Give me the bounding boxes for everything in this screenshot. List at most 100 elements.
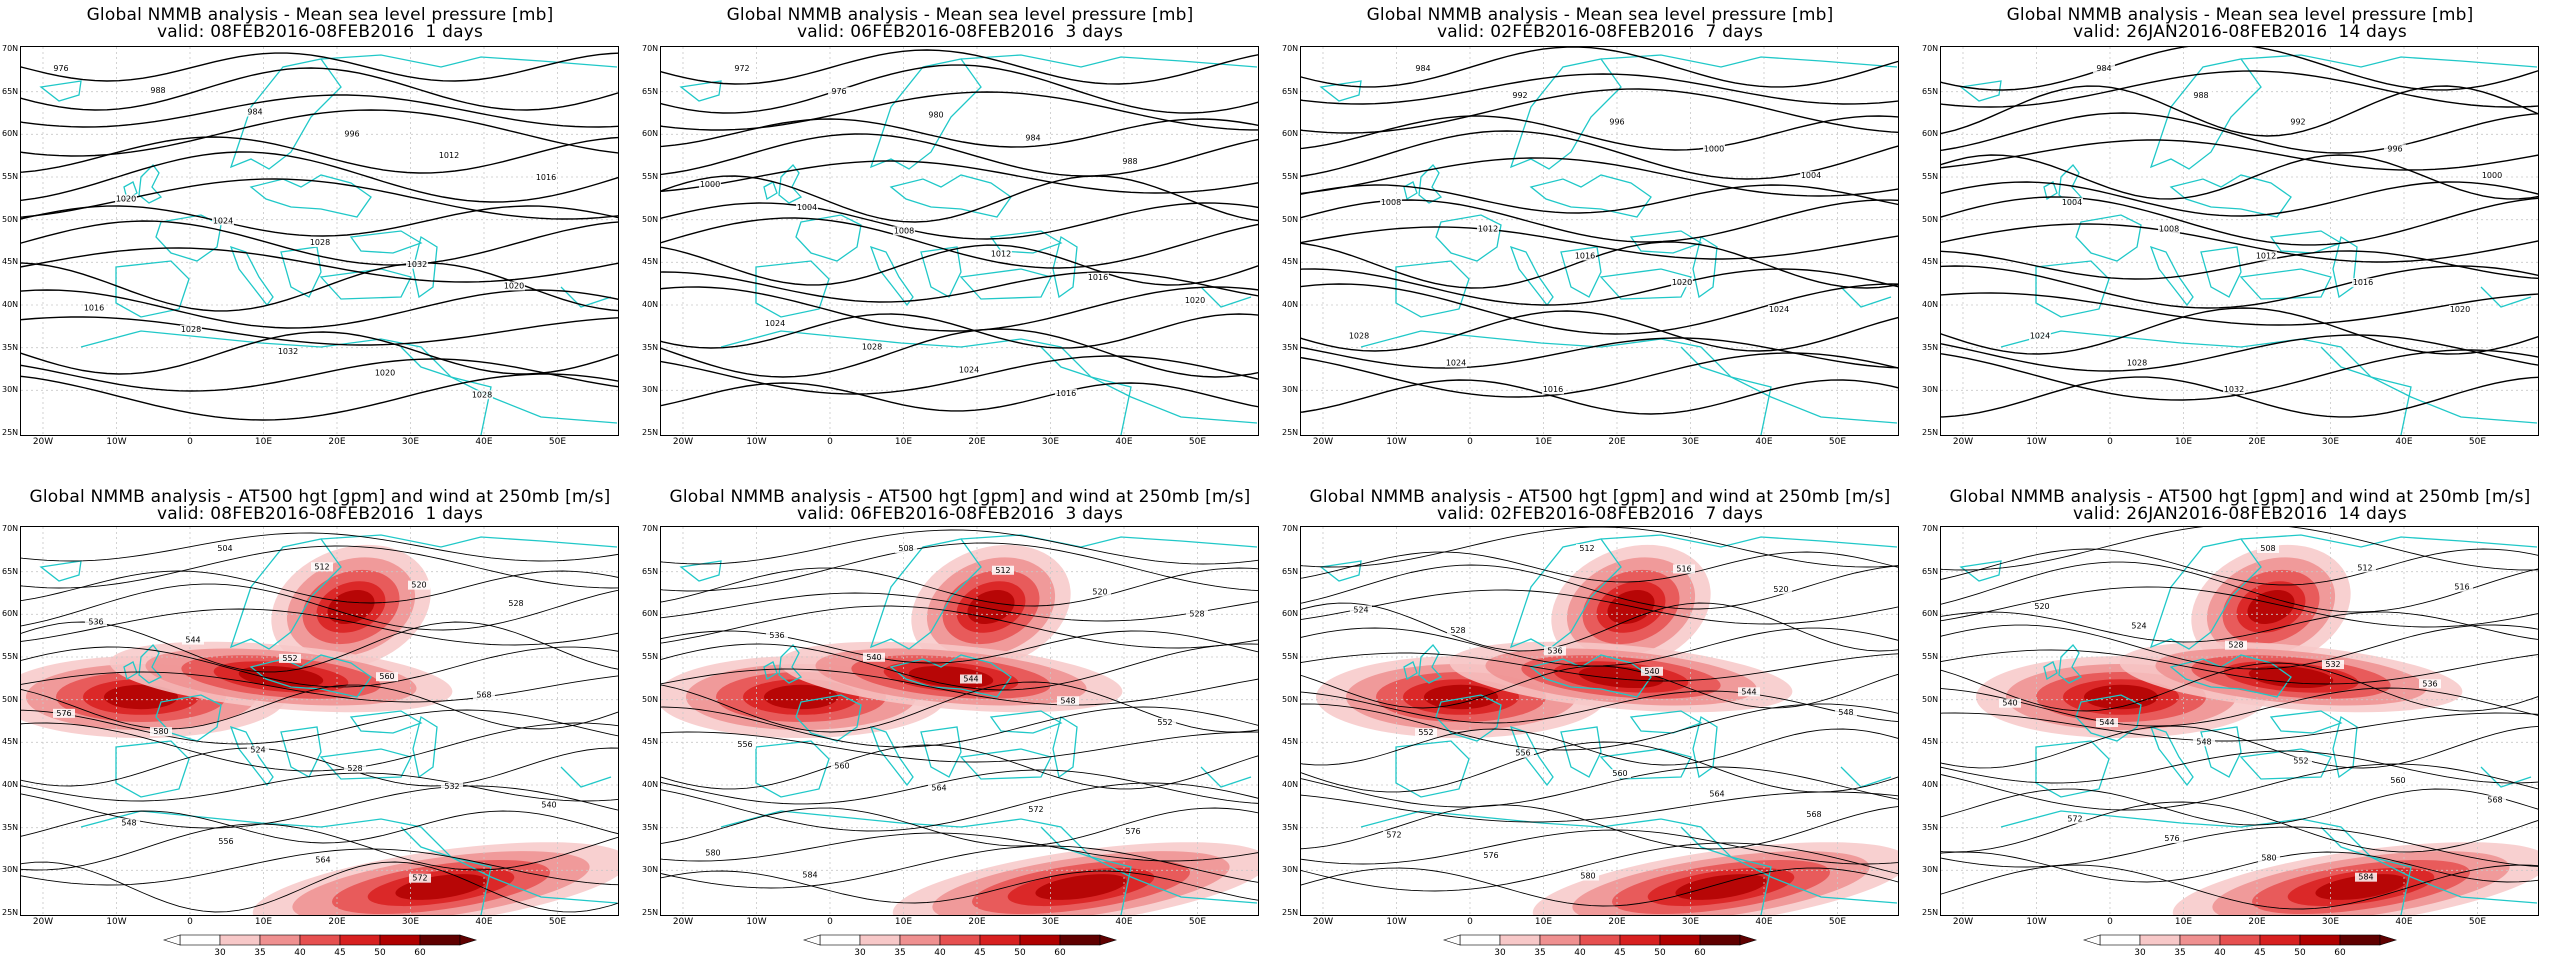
latitude-tick-label: 55N (1282, 652, 1299, 661)
contour-label-bg (895, 544, 917, 553)
contour-label-bg (312, 855, 334, 865)
contour-label-bg (1706, 789, 1728, 799)
contour-line (1941, 611, 2538, 643)
contour-line (661, 271, 1258, 303)
colorbar-label: 50 (2294, 948, 2306, 958)
map-svg: 984 988 992 996 1000 1004 1008 1012 1016 1020 1024… (1941, 47, 2538, 435)
contour-label: 984 (247, 108, 262, 117)
longitude-tick-label: 50E (2468, 917, 2487, 927)
contour-line (1301, 527, 1898, 568)
contour-label: 984 (1025, 134, 1040, 143)
contour-line (21, 136, 618, 174)
wind-speed-shading (104, 684, 178, 710)
coastline (115, 260, 190, 318)
contour-line (21, 247, 618, 283)
colorbar-swatch (819, 934, 861, 946)
contour-line (1941, 750, 2538, 784)
longitude-tick-label: 50E (1828, 917, 1847, 927)
longitude-tick-label: 10E (894, 917, 913, 927)
coastline (959, 268, 1052, 300)
contour-label-bg (1184, 296, 1206, 305)
contour-line (1941, 47, 2538, 91)
colorbar-swatch (1699, 934, 1741, 946)
contour-label-bg (2031, 602, 2053, 611)
longitude-tick-label: 40E (1755, 917, 1773, 927)
contour-label-bg (1609, 769, 1631, 779)
colorbar-label: 35 (2174, 948, 2186, 958)
contour-label-bg (861, 342, 883, 352)
contour-label-bg (1089, 587, 1111, 597)
contour-line (661, 845, 1258, 889)
contour-label-bg (277, 346, 299, 356)
latitude-tick-label: 45N (1922, 737, 1939, 747)
longitude-tick-label: 10E (254, 437, 273, 447)
latitude-tick-label: 60N (1282, 129, 1299, 139)
contour-label: 1028 (310, 238, 330, 247)
contour-label: 528 (508, 599, 523, 608)
contour-label-bg (764, 319, 786, 329)
contour-line (661, 605, 1258, 649)
coastline (1680, 826, 1772, 915)
coastline (2332, 235, 2358, 299)
contour-line (21, 583, 618, 631)
latitude-tick-label: 30N (642, 865, 659, 875)
contour-group (21, 532, 618, 913)
contour-line (21, 570, 618, 604)
contour-line (21, 621, 618, 673)
coastline (123, 661, 138, 681)
contour-label-bg (2096, 718, 2118, 727)
contour-label-bg (2481, 171, 2503, 181)
contour-label-bg (1022, 133, 1044, 143)
latitude-tick-label: 35N (2, 342, 19, 352)
longitude-tick-label: 50E (548, 437, 567, 447)
latitude-tick-label: 25N (2, 908, 19, 917)
latitude-tick-label: 30N (1282, 865, 1299, 875)
contour-label: 540 (1644, 667, 1659, 676)
latitude-tick-label: 70N (642, 524, 659, 533)
panel-title: Global NMMB analysis - Mean sea level pr… (2006, 5, 2474, 25)
contour-label: 984 (2096, 64, 2111, 73)
contour-label-bg (2190, 90, 2212, 100)
contour-line (1301, 867, 1898, 907)
colorbar-swatch (859, 934, 901, 946)
contour-label-bg (1348, 331, 1370, 341)
latitude-tick-label: 70N (1282, 524, 1299, 533)
contour-label-bg (1574, 251, 1596, 261)
colorbar-label: 40 (294, 948, 306, 958)
contour-label: 568 (2487, 795, 2502, 804)
contour-label: 1004 (797, 203, 817, 212)
longitude-tick-label: 20E (2248, 917, 2266, 927)
colorbar-arrow (1442, 934, 1461, 946)
longitude-tick-label: 0 (827, 437, 833, 447)
contour-label: 552 (1418, 728, 1433, 737)
contour-line (661, 782, 1258, 832)
panel-valid-date: valid: 02FEB2016-08FEB2016 7 days (1436, 22, 1764, 42)
contour-label-bg (115, 194, 137, 204)
contour-label-bg (893, 226, 915, 236)
contour-label: 996 (2387, 144, 2402, 153)
coastline (249, 174, 372, 218)
contour-label-bg (1577, 871, 1599, 881)
contour-label: 1024 (213, 216, 233, 225)
contour-line (1301, 766, 1898, 808)
contour-line (21, 331, 618, 375)
contour-line (1301, 184, 1898, 214)
contour-label: 508 (898, 544, 913, 553)
longitude-tick-label: 40E (2395, 437, 2413, 447)
contour-line (21, 358, 618, 392)
map-area: 984 992 996 1000 1004 1008 1012 1016 1020 1024 102… (1300, 46, 1899, 436)
contour-label-bg (1057, 696, 1079, 706)
colorbar-swatch (1459, 934, 1501, 946)
contour-line (1301, 310, 1898, 352)
contour-label: 1016 (1575, 251, 1595, 260)
contour-label-bg (535, 172, 557, 182)
contour-label: 1012 (2256, 251, 2276, 260)
contour-label-bg (1576, 544, 1598, 553)
contour-line (1941, 196, 2538, 246)
contour-group (1301, 47, 1898, 415)
contour-label: 976 (53, 64, 68, 73)
contour-label: 988 (2193, 91, 2208, 100)
coastline (80, 330, 618, 424)
contour-label-bg (828, 87, 850, 97)
coastline (1560, 726, 1602, 778)
